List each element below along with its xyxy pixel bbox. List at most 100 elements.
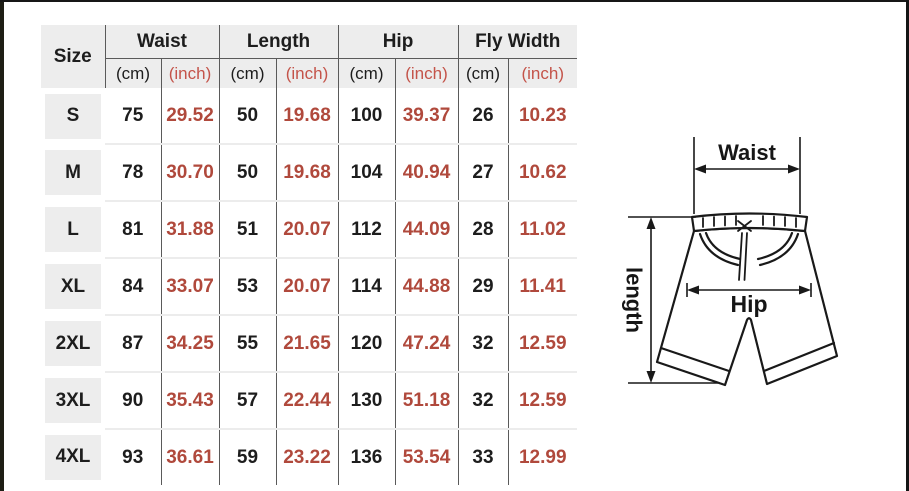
table-row: M 78 30.70 50 19.68 104 40.94 27 10.62 bbox=[41, 143, 577, 201]
size-column-header: Size bbox=[41, 25, 105, 88]
length-arrowhead-bottom bbox=[646, 371, 656, 383]
cell-length-cm: 51 bbox=[218, 200, 276, 258]
image-edge-right bbox=[906, 0, 909, 491]
table-row: XL 84 33.07 53 20.07 114 44.88 29 11.41 bbox=[41, 257, 577, 315]
cell-waist-cm: 93 bbox=[105, 428, 161, 485]
group-header-waist: Waist bbox=[104, 25, 219, 59]
cell-waist-inch: 31.88 bbox=[160, 200, 219, 258]
unit-header-flywidth-cm: (cm) bbox=[457, 58, 508, 88]
cell-length-cm: 55 bbox=[218, 314, 276, 372]
cell-length-inch: 23.22 bbox=[275, 428, 338, 485]
cell-waist-inch: 30.70 bbox=[160, 143, 219, 201]
cell-hip-inch: 44.09 bbox=[394, 200, 458, 258]
cell-flywidth-inch: 12.59 bbox=[507, 314, 577, 372]
unit-header-hip-cm: (cm) bbox=[337, 58, 395, 88]
unit-header-waist-inch: (inch) bbox=[160, 58, 219, 88]
cell-size: XL bbox=[41, 258, 105, 315]
cell-flywidth-inch: 12.59 bbox=[507, 371, 577, 429]
cell-length-inch: 19.68 bbox=[275, 88, 338, 144]
cell-waist-inch: 33.07 bbox=[160, 257, 219, 315]
cell-flywidth-inch: 10.23 bbox=[507, 88, 577, 144]
unit-header-waist-cm: (cm) bbox=[104, 58, 161, 88]
cell-waist-cm: 75 bbox=[105, 88, 161, 144]
cell-size: M bbox=[41, 144, 105, 201]
left-pocket-curve bbox=[698, 231, 742, 267]
cell-hip-inch: 39.37 bbox=[394, 88, 458, 144]
size-label: 2XL bbox=[45, 321, 101, 366]
cell-length-cm: 50 bbox=[218, 88, 276, 144]
hip-arrowhead-left bbox=[687, 285, 699, 295]
cell-waist-cm: 87 bbox=[105, 314, 161, 372]
cell-size: L bbox=[41, 201, 105, 258]
cell-length-inch: 19.68 bbox=[275, 143, 338, 201]
cell-length-cm: 50 bbox=[218, 143, 276, 201]
size-label: 3XL bbox=[45, 378, 101, 423]
cell-length-inch: 22.44 bbox=[275, 371, 338, 429]
unit-header-flywidth-inch: (inch) bbox=[507, 58, 577, 88]
cell-length-cm: 59 bbox=[218, 428, 276, 485]
cell-flywidth-cm: 33 bbox=[457, 428, 508, 485]
table-row: S 75 29.52 50 19.68 100 39.37 26 10.23 bbox=[41, 88, 577, 144]
drawstring-knot bbox=[737, 220, 752, 232]
table-row: 2XL 87 34.25 55 21.65 120 47.24 32 12.59 bbox=[41, 314, 577, 372]
cell-waist-inch: 35.43 bbox=[160, 371, 219, 429]
waist-arrowhead-left bbox=[694, 164, 706, 174]
cell-size: 2XL bbox=[41, 315, 105, 372]
cell-flywidth-cm: 26 bbox=[457, 88, 508, 144]
length-extension-lines bbox=[628, 216, 718, 384]
cell-flywidth-cm: 32 bbox=[457, 371, 508, 429]
unit-header-length-inch: (inch) bbox=[275, 58, 338, 88]
cell-waist-inch: 29.52 bbox=[160, 88, 219, 144]
table-row: L 81 31.88 51 20.07 112 44.09 28 11.02 bbox=[41, 200, 577, 258]
size-label: S bbox=[45, 93, 101, 139]
shorts-measurement-diagram: Waist length Hip bbox=[622, 137, 839, 387]
cell-size: 3XL bbox=[41, 372, 105, 429]
cell-length-inch: 20.07 bbox=[275, 257, 338, 315]
cell-hip-inch: 51.18 bbox=[394, 371, 458, 429]
cell-size: S bbox=[41, 88, 105, 144]
waist-extension-lines bbox=[693, 137, 801, 214]
cell-length-inch: 21.65 bbox=[275, 314, 338, 372]
cell-hip-inch: 53.54 bbox=[394, 428, 458, 485]
group-header-hip: Hip bbox=[337, 25, 458, 59]
size-label: M bbox=[45, 150, 101, 195]
size-table: Size Waist Length Hip Fly Width (cm) (in… bbox=[41, 25, 577, 485]
waist-arrowhead-right bbox=[788, 164, 800, 174]
length-arrowhead-top bbox=[646, 217, 656, 229]
cell-hip-cm: 136 bbox=[337, 428, 395, 485]
cell-waist-inch: 34.25 bbox=[160, 314, 219, 372]
cell-flywidth-cm: 28 bbox=[457, 200, 508, 258]
table-row: 4XL 93 36.61 59 23.22 136 53.54 33 12.99 bbox=[41, 428, 577, 485]
right-pocket-curve bbox=[756, 231, 800, 267]
cell-hip-cm: 114 bbox=[337, 257, 395, 315]
group-header-length: Length bbox=[218, 25, 338, 59]
cell-waist-cm: 90 bbox=[105, 371, 161, 429]
cell-waist-inch: 36.61 bbox=[160, 428, 219, 485]
table-group-header-row: Size Waist Length Hip Fly Width bbox=[41, 25, 577, 88]
cell-hip-inch: 44.88 bbox=[394, 257, 458, 315]
cell-length-cm: 53 bbox=[218, 257, 276, 315]
cell-flywidth-inch: 12.99 bbox=[507, 428, 577, 485]
length-dim-label: length bbox=[622, 267, 647, 333]
cell-flywidth-cm: 32 bbox=[457, 314, 508, 372]
unit-header-length-cm: (cm) bbox=[218, 58, 276, 88]
left-hem-cuff bbox=[659, 346, 731, 373]
cell-hip-cm: 130 bbox=[337, 371, 395, 429]
cell-flywidth-cm: 27 bbox=[457, 143, 508, 201]
table-unit-header-row: (cm) (inch) (cm) (inch) (cm) (inch) (cm)… bbox=[41, 58, 577, 88]
right-hem-cuff bbox=[762, 341, 836, 373]
cell-hip-inch: 40.94 bbox=[394, 143, 458, 201]
cell-hip-cm: 100 bbox=[337, 88, 395, 144]
cell-flywidth-inch: 11.41 bbox=[507, 257, 577, 315]
size-label: L bbox=[45, 207, 101, 252]
hip-arrowhead-right bbox=[799, 285, 811, 295]
waistband-stitches bbox=[702, 215, 797, 228]
cell-flywidth-inch: 10.62 bbox=[507, 143, 577, 201]
hip-dim-label: Hip bbox=[730, 291, 767, 317]
group-header-flywidth: Fly Width bbox=[457, 25, 577, 59]
cell-size: 4XL bbox=[41, 429, 105, 485]
size-label: 4XL bbox=[45, 434, 101, 480]
cell-flywidth-inch: 11.02 bbox=[507, 200, 577, 258]
waist-dim-label: Waist bbox=[718, 140, 777, 165]
